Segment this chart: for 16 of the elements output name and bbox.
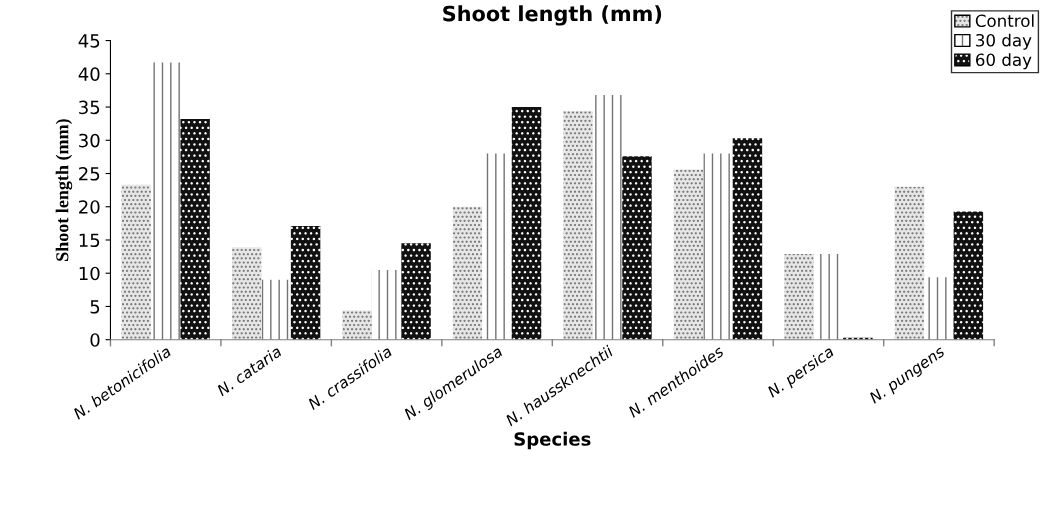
legend-label: 60 day (976, 53, 1032, 70)
y-tick-label: 0 (90, 333, 100, 347)
chart-title: Shoot length (mm) (443, 5, 662, 26)
y-tick-label: 15 (79, 233, 100, 248)
y-tick-label: 10 (79, 266, 100, 281)
y-tick-label: 40 (78, 67, 100, 81)
y-axis-title: Shoot length (mm) (55, 119, 73, 261)
y-tick-label: 20 (79, 200, 100, 214)
y-tick-label: 5 (90, 300, 100, 314)
y-tick-label: 35 (79, 100, 100, 115)
y-tick-label: 45 (78, 34, 100, 48)
y-tick-label: 25 (79, 166, 100, 181)
y-tick-label: 30 (79, 133, 100, 148)
legend-label: 30 day (976, 33, 1032, 50)
legend-label: Control (975, 14, 1034, 28)
x-axis-title: Species (514, 431, 591, 450)
